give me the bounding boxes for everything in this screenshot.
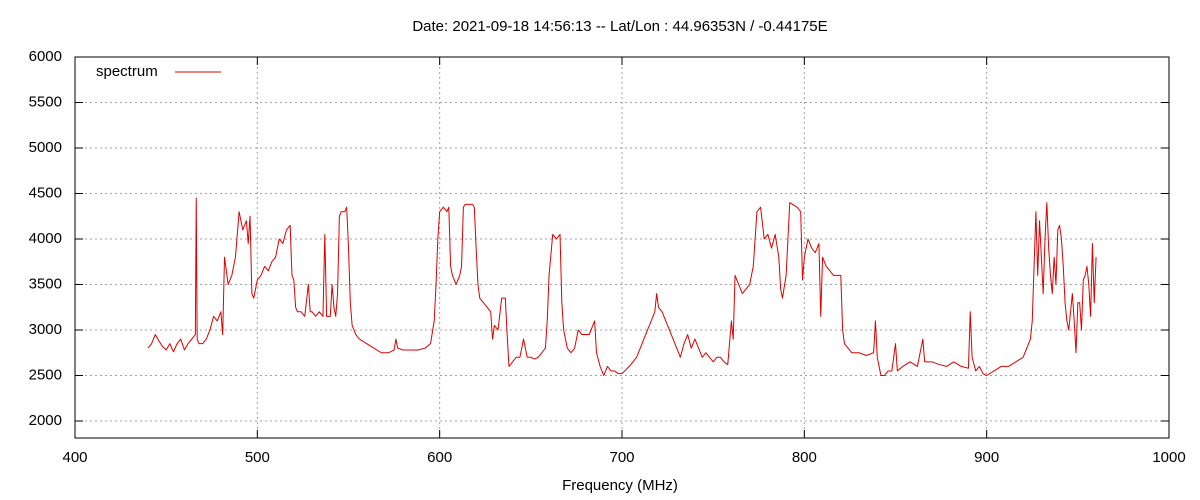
y-tick-label: 4000 — [29, 230, 62, 247]
x-tick-label: 700 — [609, 449, 634, 466]
chart-title: Date: 2021-09-18 14:56:13 -- Lat/Lon : 4… — [412, 18, 827, 35]
x-axis-label: Frequency (MHz) — [562, 477, 678, 494]
y-tick-label: 3500 — [29, 275, 62, 292]
y-tick-label: 2000 — [29, 412, 62, 429]
series-line — [147, 197, 1097, 376]
y-tick-label: 5000 — [29, 139, 62, 156]
x-tick-label: 500 — [245, 449, 270, 466]
x-tick-label: 800 — [792, 449, 817, 466]
x-tick-label: 400 — [62, 449, 87, 466]
y-tick-label: 3000 — [29, 321, 62, 338]
x-tick-label: 900 — [974, 449, 999, 466]
y-tick-label: 2500 — [29, 366, 62, 383]
y-tick-label: 5500 — [29, 93, 62, 110]
x-tick-label: 600 — [427, 449, 452, 466]
x-tick-label: 1000 — [1152, 449, 1185, 466]
y-tick-label: 4500 — [29, 184, 62, 201]
legend-label: spectrum — [96, 63, 158, 80]
y-tick-label: 6000 — [29, 48, 62, 65]
